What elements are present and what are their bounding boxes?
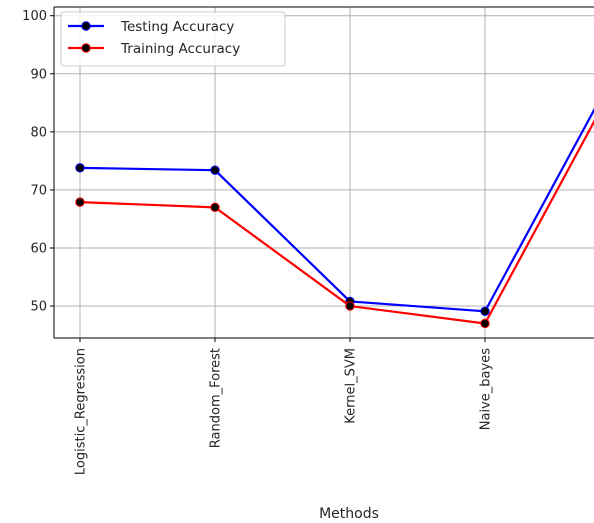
data-point [480, 318, 490, 329]
legend-marker [81, 43, 91, 53]
y-tick-label: 90 [30, 67, 47, 82]
series-layer [75, 107, 594, 329]
data-point [480, 306, 490, 316]
x-tick-label: Logistic_Regression [74, 348, 89, 475]
x-tick-labels: Logistic_Regression Random_Forest Kernel_S… [74, 338, 494, 475]
y-tick-label: 70 [30, 183, 47, 198]
x-tick-label: Kernel_SVM [344, 348, 359, 424]
legend-box [60, 11, 286, 67]
legend-label: Training Accuracy [120, 41, 240, 57]
x-tick-label: Naive_bayes [479, 348, 494, 430]
series-1 [75, 119, 594, 329]
y-tick-label: 60 [30, 241, 47, 256]
axes [53, 6, 594, 339]
data-point [75, 163, 85, 173]
y-tick-label: 50 [30, 300, 47, 315]
data-point [210, 202, 220, 213]
legend-marker [81, 21, 91, 31]
data-point [345, 301, 355, 311]
legend: Testing Accuracy Training Accuracy [60, 11, 286, 67]
y-tick-labels: 50 60 70 80 90 100 [22, 9, 54, 315]
data-point [210, 165, 220, 175]
x-tick-label: Random_Forest [209, 348, 224, 448]
x-axis-label: Methods [319, 506, 379, 522]
legend-label: Testing Accuracy [120, 19, 234, 35]
y-tick-label: 100 [22, 9, 47, 24]
data-point [75, 197, 85, 207]
y-tick-label: 80 [30, 125, 47, 140]
